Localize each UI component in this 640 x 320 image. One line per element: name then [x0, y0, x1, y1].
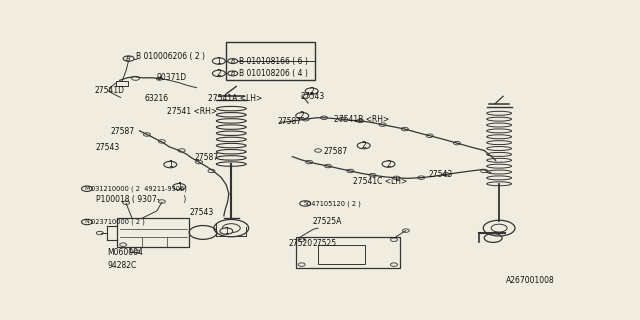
Text: 2: 2 — [386, 160, 391, 169]
Text: 27541B <RH>: 27541B <RH> — [334, 115, 389, 124]
Text: B 010108166 ( 6 ): B 010108166 ( 6 ) — [239, 57, 308, 66]
Text: 1: 1 — [224, 227, 228, 236]
Text: B: B — [230, 59, 235, 64]
Text: A267001008: A267001008 — [506, 276, 554, 285]
Text: 27525A: 27525A — [312, 217, 342, 226]
Text: M: M — [84, 186, 90, 191]
Text: 1: 1 — [168, 160, 173, 169]
Text: 27543: 27543 — [300, 92, 324, 101]
Circle shape — [305, 88, 318, 94]
Circle shape — [81, 219, 92, 225]
Text: 27541C <LH>: 27541C <LH> — [353, 177, 407, 186]
Bar — [318, 244, 365, 264]
Text: 90371D: 90371D — [157, 73, 187, 82]
Text: 27541 <RH>: 27541 <RH> — [167, 107, 217, 116]
Text: 047105120 ( 2 ): 047105120 ( 2 ) — [307, 200, 361, 207]
Text: B 010108206 ( 4 ): B 010108206 ( 4 ) — [239, 69, 308, 78]
Bar — [296, 237, 400, 268]
Text: 27587: 27587 — [323, 147, 347, 156]
Circle shape — [228, 59, 237, 64]
Text: 031210000 ( 2  49211-9306): 031210000 ( 2 49211-9306) — [92, 186, 188, 192]
Text: 63216: 63216 — [145, 93, 168, 102]
Circle shape — [212, 70, 225, 76]
Circle shape — [296, 113, 308, 119]
Text: 27541A <LH>: 27541A <LH> — [208, 93, 262, 102]
Text: 1: 1 — [177, 182, 182, 191]
Bar — [227, 42, 315, 80]
Text: 2: 2 — [309, 87, 314, 96]
Text: 2: 2 — [362, 141, 366, 150]
Text: 27520: 27520 — [288, 239, 312, 248]
Text: 023710000 ( 2 ): 023710000 ( 2 ) — [92, 219, 145, 225]
Circle shape — [164, 161, 177, 168]
Text: 27587: 27587 — [111, 127, 135, 136]
Text: 27543: 27543 — [189, 208, 213, 217]
Text: B 010006206 ( 2 ): B 010006206 ( 2 ) — [136, 52, 205, 61]
Text: 27587: 27587 — [194, 153, 218, 162]
Circle shape — [212, 58, 225, 64]
Text: 27543: 27543 — [428, 170, 452, 179]
Text: 27543: 27543 — [96, 143, 120, 152]
Bar — [117, 218, 189, 247]
Text: P100018 ( 9307-          ): P100018 ( 9307- ) — [96, 195, 186, 204]
Text: 27587: 27587 — [277, 117, 301, 126]
Text: 27541D: 27541D — [95, 86, 125, 95]
Text: 1: 1 — [216, 57, 221, 66]
Text: M060004: M060004 — [108, 248, 143, 257]
Text: 2: 2 — [216, 69, 221, 78]
Circle shape — [123, 56, 134, 61]
Bar — [116, 81, 128, 86]
Text: N: N — [84, 220, 90, 224]
Text: B: B — [126, 56, 131, 62]
Text: 27525: 27525 — [312, 239, 336, 248]
Text: 94282C: 94282C — [108, 261, 136, 270]
Text: S: S — [303, 201, 307, 206]
Circle shape — [382, 161, 395, 167]
Circle shape — [220, 228, 233, 234]
Circle shape — [357, 142, 370, 149]
Circle shape — [173, 184, 186, 190]
Circle shape — [81, 186, 92, 191]
Text: B: B — [230, 71, 235, 76]
Circle shape — [228, 71, 237, 76]
Text: 2: 2 — [300, 111, 305, 120]
Circle shape — [300, 201, 310, 206]
